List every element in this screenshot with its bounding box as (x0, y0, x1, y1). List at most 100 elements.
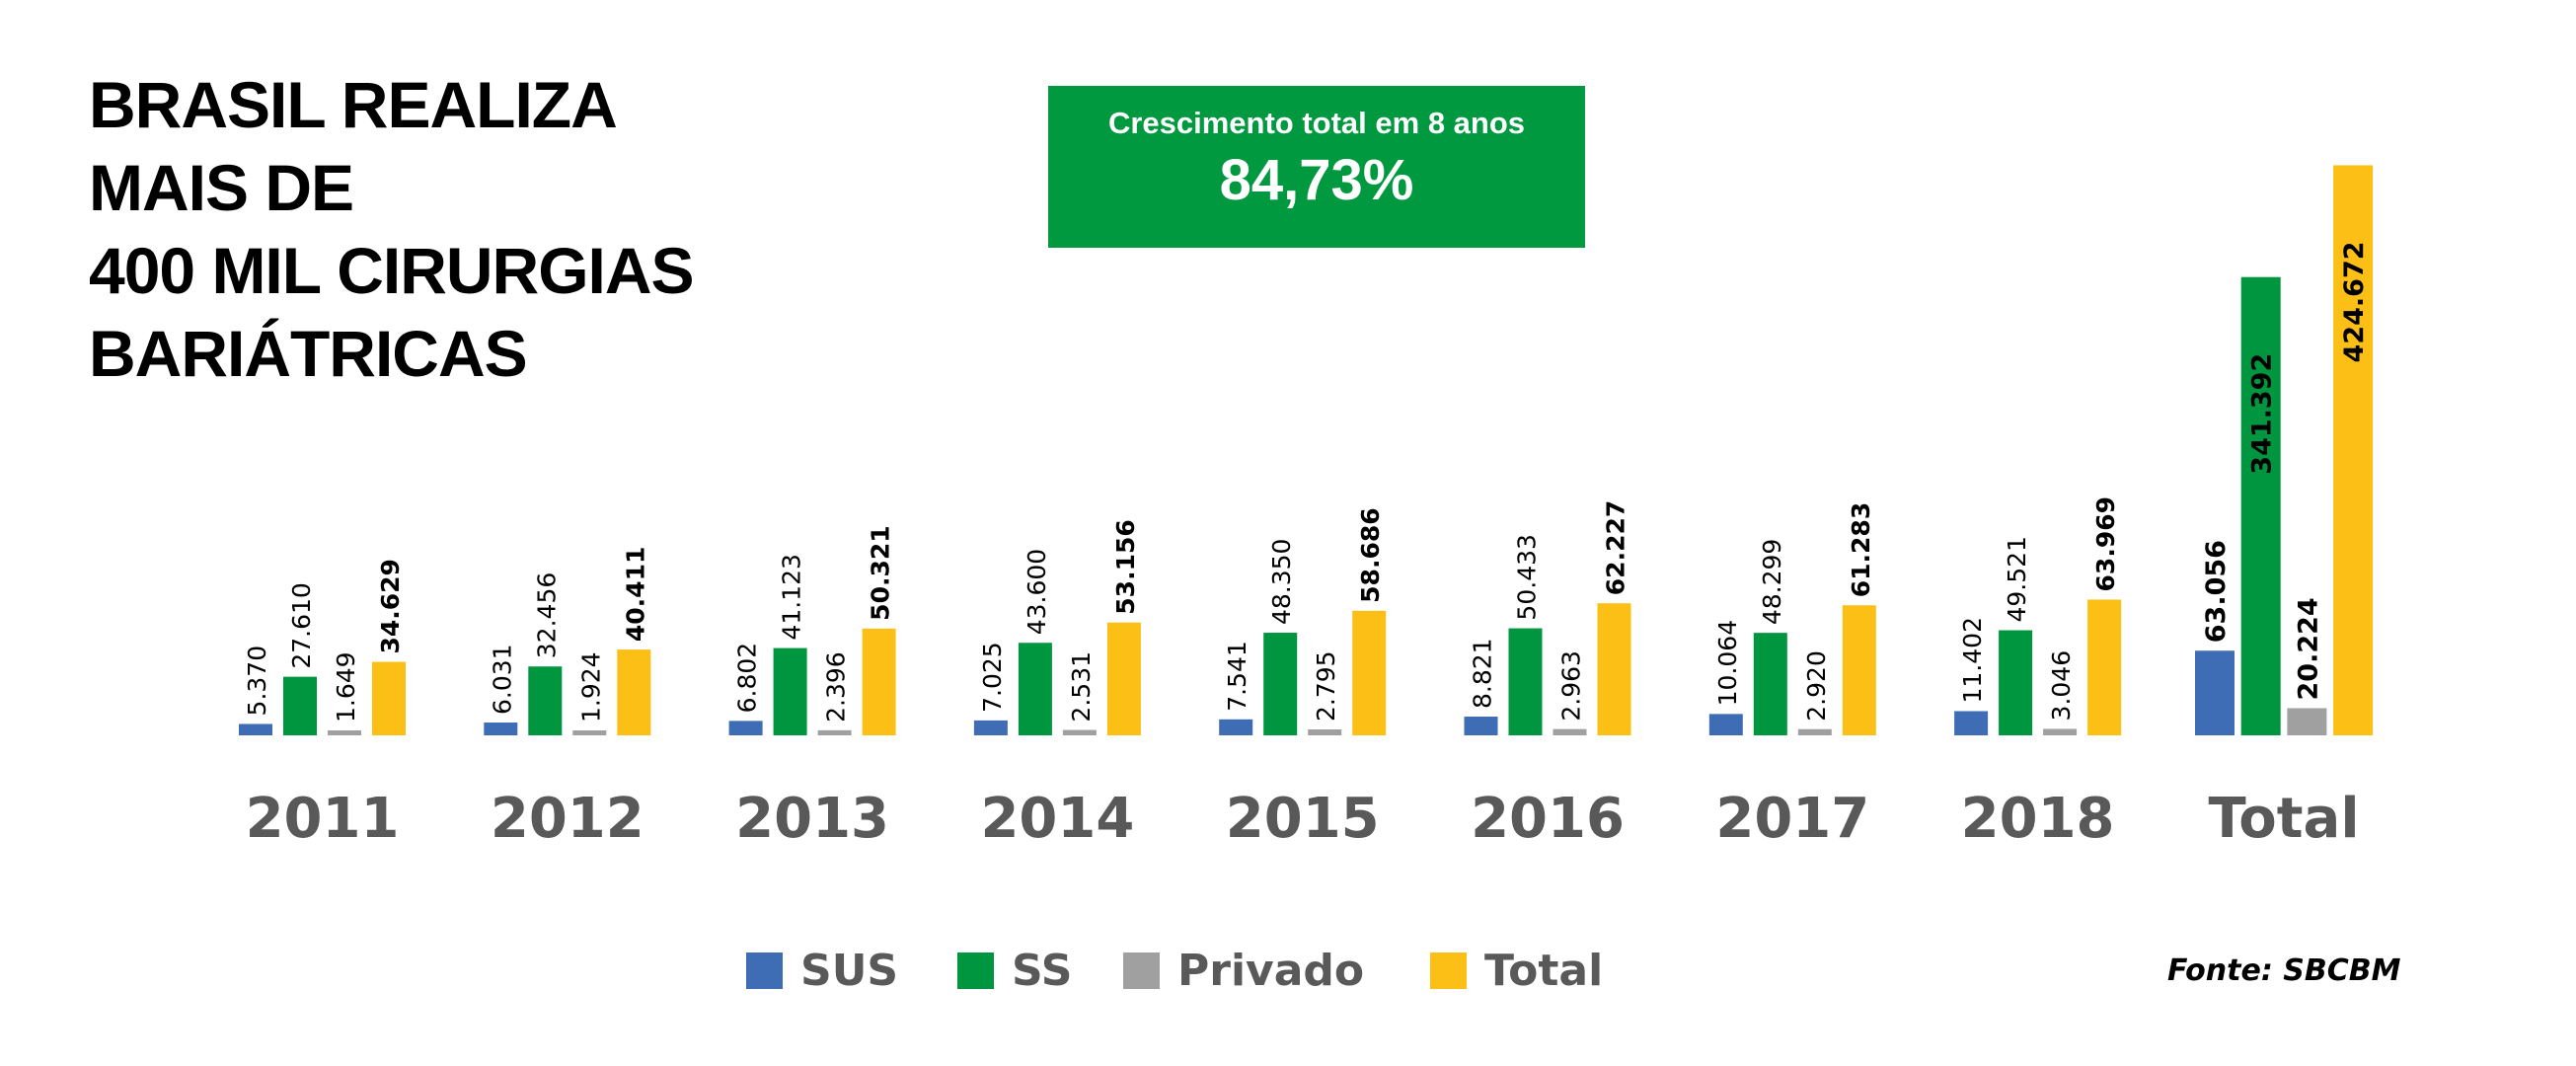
data-label: 63.969 (2091, 496, 2120, 591)
bar-total-2014 (1106, 622, 1141, 735)
bar-sus-2018 (1954, 711, 1989, 735)
data-label: 20.224 (2293, 597, 2323, 700)
legend-item-ss: SS (957, 946, 1072, 996)
x-tick-label: 2016 (1471, 787, 1625, 851)
bar-privado-2015 (1308, 728, 1342, 735)
data-label: 40.411 (621, 547, 649, 642)
data-label: 49.521 (2003, 536, 2031, 622)
x-tick-label: 2014 (980, 787, 1134, 851)
bar-total-2016 (1597, 603, 1631, 735)
bar-privado-2011 (328, 730, 361, 735)
title-line: 400 MIL CIRURGIAS (89, 234, 695, 307)
bar-ss-2011 (283, 676, 317, 735)
legend-item-total: Total (1430, 946, 1603, 996)
data-label: 11.402 (1958, 617, 1987, 703)
data-label: 6.802 (733, 643, 762, 714)
legend-swatch-total (1430, 952, 1467, 989)
data-label: 2.920 (1802, 650, 1831, 722)
data-label: 50.433 (1513, 534, 1542, 620)
legend-item-privado: Privado (1123, 946, 1364, 996)
title-line: MAIS DE (89, 151, 354, 224)
chart-title: BRASIL REALIZA MAIS DE 400 MIL CIRURGIAS… (89, 63, 695, 395)
x-tick-label: 2018 (1961, 787, 2115, 851)
bar-privado-2014 (1062, 729, 1097, 735)
data-label: 2.396 (822, 651, 851, 723)
x-tick-label: 2012 (491, 787, 644, 851)
bar-sus-total (2195, 650, 2235, 735)
data-label: 10.064 (1713, 620, 1742, 706)
growth-callout: Crescimento total em 8 anos 84,73% (1048, 86, 1585, 248)
bar-ss-2016 (1508, 628, 1543, 735)
data-label: 2.531 (1067, 651, 1096, 723)
data-label: 424.672 (2339, 241, 2370, 362)
data-label: 50.321 (867, 525, 895, 620)
data-label: 43.600 (1023, 549, 1051, 635)
x-tick-label: Total (2209, 787, 2360, 851)
legend-label: Privado (1177, 946, 1365, 996)
bar-ss-2018 (1999, 630, 2033, 735)
legend-label: SS (1012, 946, 1073, 996)
data-label: 6.031 (488, 644, 516, 715)
title-line: BRASIL REALIZA (89, 68, 618, 141)
bar-ss-total (2240, 276, 2281, 735)
bar-total-2018 (2087, 599, 2122, 735)
data-label: 58.686 (1356, 507, 1385, 602)
bar-sus-2013 (728, 721, 763, 735)
bar-ss-2014 (1018, 643, 1052, 735)
data-label: 62.227 (1602, 500, 1630, 595)
bar-ss-2017 (1753, 633, 1787, 735)
legend-item-sus: SUS (746, 946, 898, 996)
growth-value: 84,73% (1219, 148, 1414, 212)
bar-sus-2015 (1219, 719, 1253, 735)
data-label: 2.963 (1557, 650, 1586, 722)
bar-total-2012 (617, 649, 651, 735)
bar-privado-2016 (1553, 728, 1587, 735)
bar-ss-2015 (1263, 633, 1298, 735)
data-label: 34.629 (376, 559, 405, 653)
bar-sus-2016 (1464, 717, 1498, 735)
data-label: 1.924 (576, 651, 605, 723)
data-label: 7.025 (978, 642, 1007, 713)
growth-label: Crescimento total em 8 anos (1107, 106, 1526, 140)
legend-label: SUS (800, 946, 899, 996)
legend-label: Total (1484, 946, 1604, 996)
bar-total-2017 (1842, 605, 1876, 735)
data-label: 48.299 (1758, 539, 1786, 625)
bar-privado-2017 (1797, 728, 1832, 735)
bar-privado-2018 (2043, 728, 2078, 735)
bar-sus-2012 (484, 723, 518, 735)
data-label: 5.370 (243, 646, 271, 717)
bar-total-total (2333, 165, 2374, 736)
data-label: 3.046 (2047, 650, 2076, 722)
data-label: 27.610 (287, 582, 316, 668)
data-label: 1.649 (332, 651, 360, 723)
bar-ss-2012 (528, 666, 563, 735)
data-label: 341.392 (2247, 353, 2278, 475)
bar-total-2013 (862, 628, 896, 735)
data-label: 61.283 (1847, 502, 1875, 597)
legend-swatch-privado (1123, 952, 1160, 989)
data-label: 8.821 (1469, 638, 1497, 709)
data-label: 41.123 (778, 554, 806, 640)
bar-ss-2013 (773, 647, 807, 735)
x-tick-label: 2017 (1715, 787, 1869, 851)
x-tick-label: 2013 (735, 787, 889, 851)
bar-sus-2017 (1708, 714, 1743, 735)
legend-swatch-sus (746, 952, 783, 989)
data-label: 7.541 (1223, 641, 1251, 712)
x-tick-label: 2011 (246, 787, 400, 851)
bar-privado-total (2287, 708, 2327, 735)
source-note: Fonte: SBCBM (2167, 953, 2401, 988)
bar-total-2015 (1352, 610, 1387, 735)
data-label: 53.156 (1111, 519, 1140, 614)
data-label: 2.795 (1312, 650, 1340, 722)
bar-sus-2011 (239, 723, 272, 735)
legend-swatch-ss (957, 952, 994, 989)
bar-privado-2012 (572, 730, 607, 735)
title-line: BARIÁTRICAS (89, 317, 528, 390)
x-tick-label: 2015 (1226, 787, 1380, 851)
data-label: 32.456 (532, 572, 561, 658)
bar-privado-2013 (817, 729, 852, 735)
bar-sus-2014 (973, 720, 1008, 735)
